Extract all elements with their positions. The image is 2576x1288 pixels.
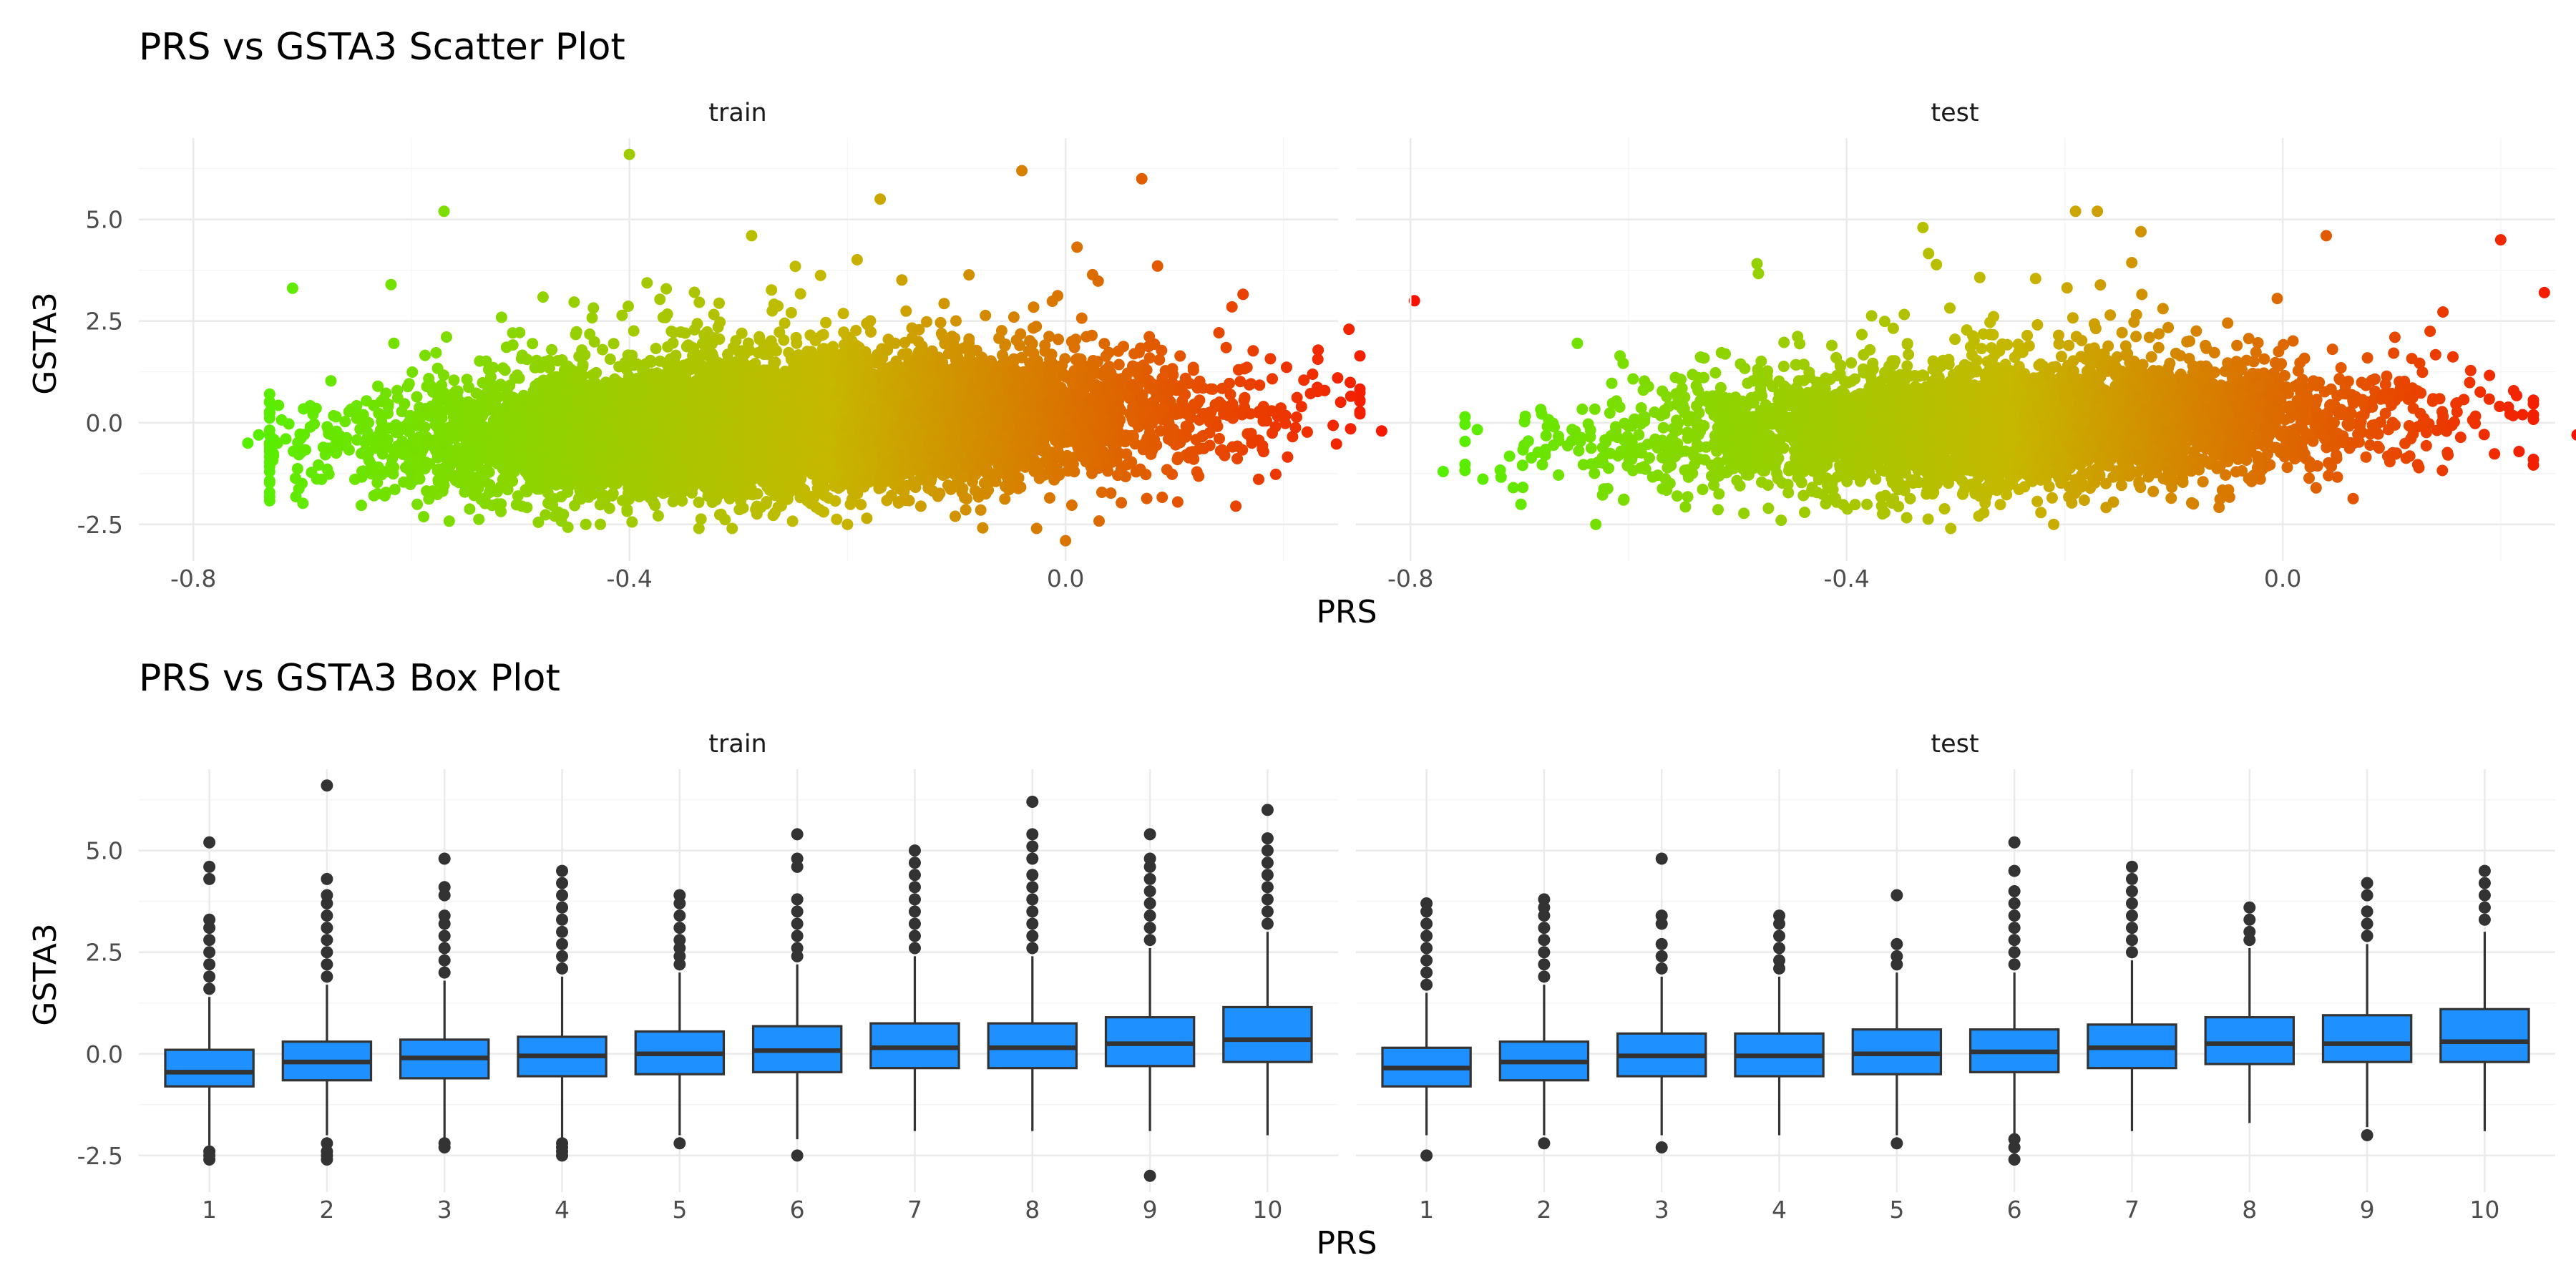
scatter-point — [914, 500, 927, 512]
scatter-point — [418, 511, 430, 522]
scatter-point — [411, 391, 423, 403]
scatter-point — [851, 254, 863, 265]
scatter-point — [650, 343, 662, 354]
scatter-point — [294, 428, 306, 440]
scatter-point — [1267, 427, 1278, 439]
scatter-point — [1093, 515, 1105, 527]
scatter-point — [1289, 421, 1302, 434]
scatter-point — [975, 504, 987, 516]
scatter-point — [459, 486, 471, 498]
scatter-point — [1327, 419, 1340, 431]
scatter-point — [1113, 358, 1125, 371]
scatter-point — [1267, 373, 1278, 385]
scatter-point — [1226, 301, 1238, 313]
scatter-point — [652, 509, 664, 522]
scatter-point — [1008, 311, 1020, 323]
scatter-point — [831, 513, 843, 525]
scatter-point — [595, 518, 606, 530]
scatter-point — [1291, 411, 1302, 423]
scatter-point — [977, 522, 989, 534]
scatter-point — [325, 375, 337, 387]
scatter-point — [1214, 433, 1225, 444]
scatter-chart-title: PRS vs GSTA3 Scatter Plot — [139, 26, 625, 69]
scatter-point — [695, 513, 707, 525]
scatter-point — [1096, 487, 1108, 498]
scatter-point — [785, 307, 797, 318]
scatter-point — [950, 315, 962, 327]
scatter-point — [507, 475, 519, 487]
scatter-point — [1234, 376, 1246, 388]
scatter-point — [667, 337, 679, 349]
scatter-point — [1253, 473, 1264, 485]
scatter-point — [1071, 241, 1083, 253]
scatter-point — [293, 483, 305, 495]
scatter-point — [290, 472, 301, 484]
scatter-point — [950, 510, 961, 522]
scatter-point — [511, 369, 523, 381]
scatter-point — [356, 499, 367, 512]
scatter-point — [448, 374, 460, 386]
scatter-point — [1156, 492, 1169, 503]
scatter-point — [507, 327, 519, 339]
scatter-point — [1174, 350, 1186, 362]
scatter-point — [1287, 431, 1299, 443]
scatter-point — [495, 505, 507, 517]
scatter-point — [1075, 312, 1088, 324]
scatter-point — [1141, 492, 1153, 504]
scatter-point — [604, 353, 616, 365]
scatter-point — [1301, 426, 1313, 438]
scatter-point — [1237, 288, 1249, 301]
scatter-point — [546, 343, 558, 356]
scatter-point — [1354, 408, 1366, 420]
scatter-point — [753, 331, 766, 343]
scatter-point — [411, 498, 424, 510]
scatter-point — [275, 414, 288, 426]
scatter-point — [1068, 341, 1080, 353]
scatter-point — [1030, 321, 1043, 333]
scatter-point — [1098, 338, 1111, 350]
scatter-point — [896, 274, 908, 286]
scatter-point — [628, 325, 640, 337]
scatter-point — [317, 441, 329, 454]
scatter-point — [1332, 372, 1344, 384]
scatter-point — [1219, 449, 1231, 462]
scatter-point — [1043, 331, 1055, 343]
scatter-point — [1231, 453, 1244, 464]
scatter-point — [949, 332, 961, 344]
scatter-point — [323, 468, 335, 480]
scatter-point — [586, 312, 598, 324]
scatter-point — [473, 513, 485, 525]
scatter-point — [1220, 341, 1232, 353]
scatter-point — [419, 349, 431, 361]
scatter-facet-train: train -0.8 -0.4 0.0 — [139, 99, 1420, 592]
scatter-point — [1151, 260, 1163, 272]
scatter-point — [385, 278, 397, 291]
scatter-point — [1044, 492, 1055, 504]
scatter-point — [464, 503, 476, 515]
scatter-point — [1153, 353, 1166, 366]
scatter-point — [495, 311, 507, 323]
scatter-point — [1171, 496, 1184, 508]
scatter-point — [838, 326, 850, 338]
scatter-point — [794, 288, 806, 300]
scatter-strip-train: train — [708, 99, 766, 127]
scatter-point — [1239, 391, 1251, 404]
scatter-point — [861, 512, 873, 525]
scatter-point — [693, 522, 705, 535]
scatter-point — [1230, 500, 1242, 512]
scatter-point — [521, 353, 533, 366]
scatter-point — [980, 309, 992, 321]
scatter-point — [1269, 468, 1282, 480]
scatter-point — [790, 331, 802, 343]
scatter-point — [1116, 497, 1128, 509]
